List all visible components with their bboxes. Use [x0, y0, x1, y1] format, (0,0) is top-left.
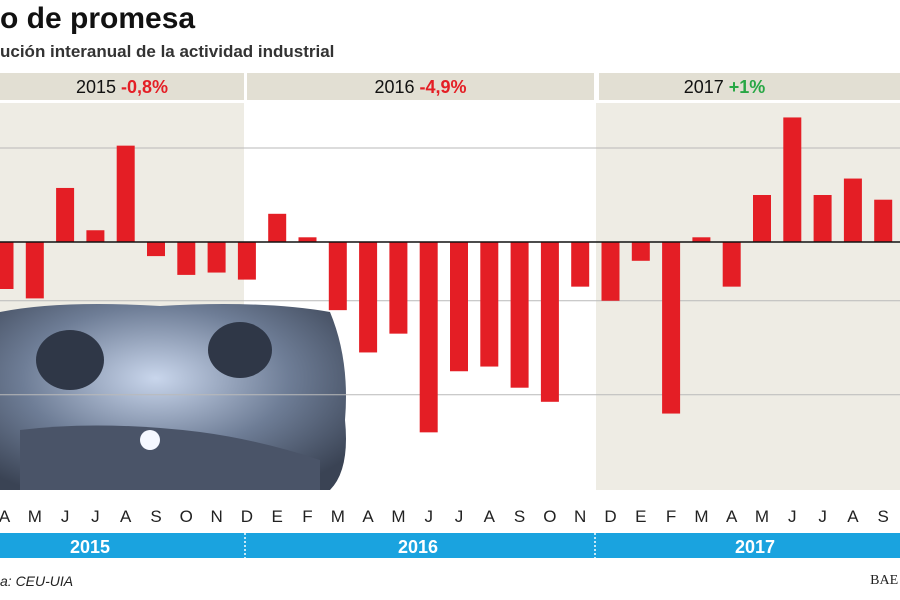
bar — [571, 242, 590, 287]
workbench — [20, 425, 320, 490]
year-header-2017 — [599, 73, 900, 100]
bar — [813, 195, 832, 242]
panel-2017 — [596, 103, 900, 490]
month-tick-label: A — [847, 507, 859, 526]
month-tick-label: J — [455, 507, 464, 526]
month-tick-label: O — [543, 507, 556, 526]
bar — [450, 242, 468, 372]
bar — [389, 242, 408, 334]
bar — [25, 242, 44, 299]
month-tick-label: A — [362, 507, 374, 526]
month-tick-label: D — [604, 507, 616, 526]
month-tick-label: F — [666, 507, 676, 526]
month-tick-label: J — [424, 507, 433, 526]
month-tick-label: E — [272, 507, 283, 526]
month-tick-label: D — [241, 507, 253, 526]
bar — [268, 213, 287, 242]
bar — [328, 242, 347, 311]
bar — [480, 242, 499, 367]
welder-figure-right — [208, 322, 272, 378]
month-tick-label: J — [788, 507, 797, 526]
bar — [116, 145, 135, 242]
year-summary-label-2015: 2015 -0,8% — [76, 77, 168, 97]
year-band-label-2017: 2017 — [735, 537, 775, 557]
bar — [510, 242, 529, 388]
month-tick-label: O — [180, 507, 193, 526]
year-summary-change: -4,9% — [420, 77, 467, 97]
bar — [874, 199, 893, 242]
bar — [207, 242, 226, 273]
bar — [86, 230, 105, 242]
year-header-2015 — [0, 73, 244, 100]
month-tick-label: E — [635, 507, 646, 526]
chart-title: o de promesa — [0, 2, 196, 35]
month-tick-label: S — [514, 507, 525, 526]
year-band-label-2015: 2015 — [70, 537, 110, 557]
year-header-2016 — [247, 73, 594, 100]
bar — [359, 242, 378, 353]
month-tick-label: N — [574, 507, 586, 526]
year-summary-year: 2017 — [684, 77, 729, 97]
bar — [722, 242, 741, 287]
bar — [419, 242, 438, 433]
year-summary-year: 2016 — [374, 77, 419, 97]
month-tick-label: J — [61, 507, 70, 526]
bar — [601, 242, 620, 301]
year-summary-year: 2015 — [76, 77, 121, 97]
bar — [540, 242, 559, 402]
month-tick-label: F — [302, 507, 312, 526]
month-tick-label: M — [331, 507, 345, 526]
month-tick-label: S — [150, 507, 161, 526]
bar — [783, 117, 802, 242]
month-tick-label: M — [391, 507, 405, 526]
year-summary-change: +1% — [729, 77, 766, 97]
credit-note: BAE Ne — [870, 573, 900, 588]
bar — [147, 242, 165, 257]
month-tick-label: A — [484, 507, 496, 526]
year-summary-change: -0,8% — [121, 77, 168, 97]
bar — [843, 178, 862, 242]
spark-glow — [140, 430, 160, 450]
bar — [177, 242, 196, 275]
bar — [753, 195, 771, 242]
year-band — [0, 533, 900, 558]
month-tick-label: M — [694, 507, 708, 526]
bar — [298, 237, 317, 242]
welders-photo — [0, 304, 346, 490]
bar — [631, 242, 650, 261]
bar — [662, 242, 681, 414]
year-summary-label-2016: 2016 -4,9% — [374, 77, 466, 97]
month-tick-label: A — [726, 507, 738, 526]
month-tick-label: A — [120, 507, 132, 526]
month-tick-label: A — [0, 507, 11, 526]
source-note: a: CEU-UIA — [0, 573, 74, 589]
bar — [56, 187, 75, 242]
year-band-label-2016: 2016 — [398, 537, 438, 557]
year-summary-label-2017: 2017 +1% — [684, 77, 766, 97]
bar — [692, 237, 711, 242]
month-tick-label: N — [210, 507, 222, 526]
welder-figure-left — [36, 330, 104, 390]
month-tick-label: M — [755, 507, 769, 526]
chart-subtitle: ución interanual de la actividad industr… — [0, 42, 335, 61]
month-tick-label: M — [28, 507, 42, 526]
month-tick-label: S — [878, 507, 889, 526]
month-tick-label: J — [91, 507, 100, 526]
month-tick-label: J — [818, 507, 827, 526]
bar — [237, 242, 256, 280]
bar — [0, 242, 14, 289]
